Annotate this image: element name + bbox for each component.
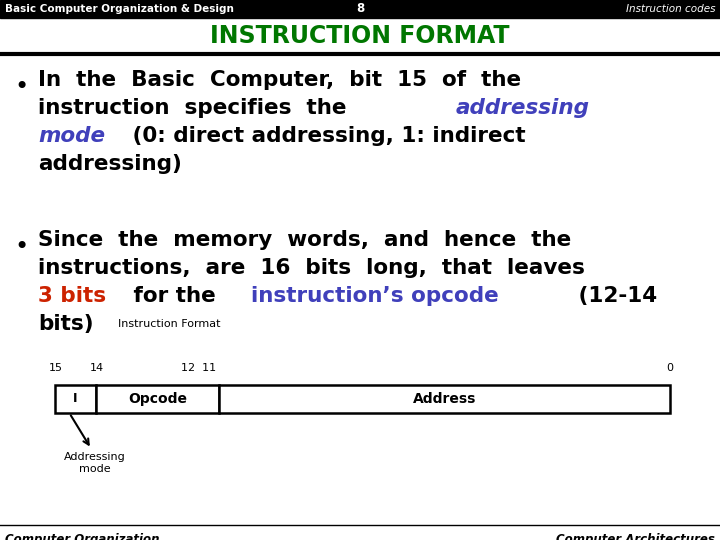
Bar	[0, 0, 720, 18]
Text: instruction’s opcode: instruction’s opcode	[251, 286, 499, 306]
Text: 12  11: 12 11	[181, 363, 216, 373]
Text: 14: 14	[90, 363, 104, 373]
Text: 8: 8	[356, 3, 364, 16]
Text: mode: mode	[38, 126, 105, 146]
Text: 3 bits: 3 bits	[38, 286, 106, 306]
Text: Addressing
mode: Addressing mode	[63, 452, 125, 474]
Bar	[96, 385, 219, 413]
Text: INSTRUCTION FORMAT: INSTRUCTION FORMAT	[210, 24, 510, 48]
Text: addressing): addressing)	[38, 154, 182, 174]
Text: Basic Computer Organization & Design: Basic Computer Organization & Design	[5, 4, 234, 14]
Bar	[55, 385, 96, 413]
Text: •: •	[14, 75, 28, 99]
Text: •: •	[14, 235, 28, 259]
Text: Instruction Format: Instruction Format	[118, 319, 220, 329]
Text: Address: Address	[413, 392, 476, 406]
Text: Computer Organization: Computer Organization	[5, 533, 160, 540]
Text: Opcode: Opcode	[128, 392, 187, 406]
Text: addressing: addressing	[456, 98, 590, 118]
Text: Computer Architectures: Computer Architectures	[556, 533, 715, 540]
Text: I: I	[73, 393, 78, 406]
Text: In  the  Basic  Computer,  bit  15  of  the: In the Basic Computer, bit 15 of the	[38, 70, 521, 90]
Text: for the: for the	[126, 286, 223, 306]
Text: Since  the  memory  words,  and  hence  the: Since the memory words, and hence the	[38, 230, 571, 250]
Text: 15: 15	[49, 363, 63, 373]
Bar	[219, 385, 670, 413]
Text: (0: direct addressing, 1: indirect: (0: direct addressing, 1: indirect	[125, 126, 525, 146]
Text: instruction  specifies  the: instruction specifies the	[38, 98, 361, 118]
Text: instructions,  are  16  bits  long,  that  leaves: instructions, are 16 bits long, that lea…	[38, 258, 585, 278]
Text: Instruction codes: Instruction codes	[626, 4, 715, 14]
Text: (12-14: (12-14	[571, 286, 657, 306]
Text: 0: 0	[667, 363, 673, 373]
Text: bits): bits)	[38, 314, 94, 334]
